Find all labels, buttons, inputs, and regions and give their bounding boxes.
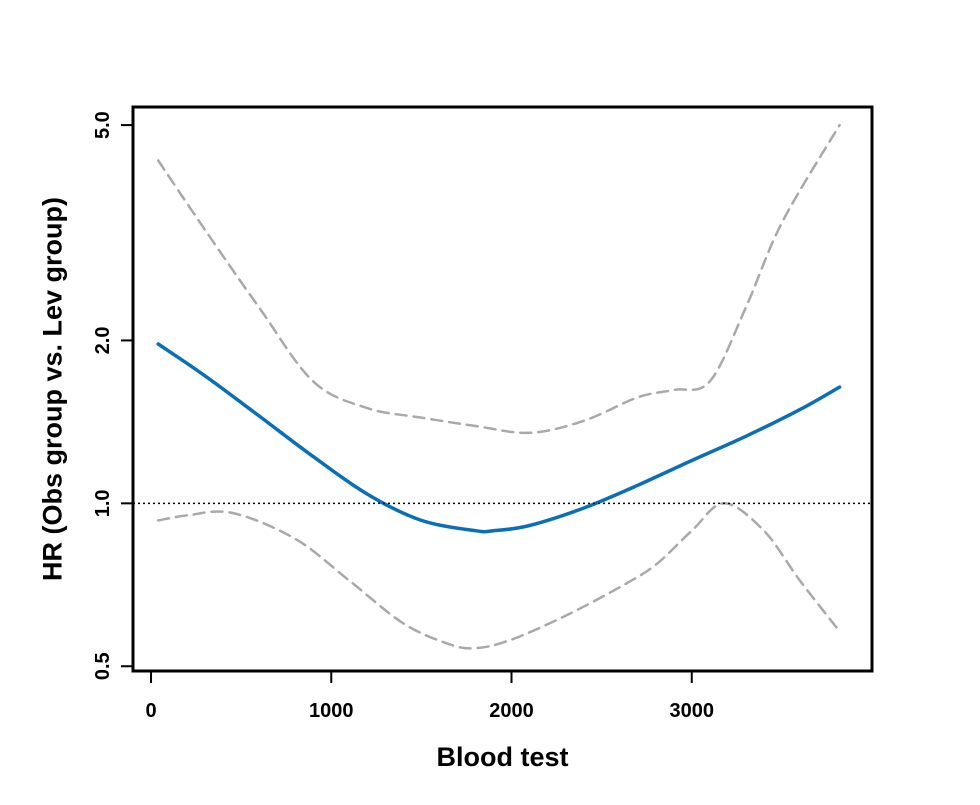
y-tick-label: 1.0 xyxy=(92,489,114,517)
x-tick-label: 1000 xyxy=(309,700,354,722)
y-tick-label: 5.0 xyxy=(92,111,114,139)
x-tick-label: 2000 xyxy=(489,700,534,722)
y-axis-title: HR (Obs group vs. Lev group) xyxy=(37,197,67,581)
x-tick-label: 3000 xyxy=(670,700,715,722)
plot-frame xyxy=(131,105,874,673)
y-tick-label: 0.5 xyxy=(92,652,114,680)
series-layer xyxy=(156,123,842,650)
series-line-estimate xyxy=(156,342,842,534)
series-line-upper-ci xyxy=(156,123,841,435)
series-line-lower-ci xyxy=(156,502,841,650)
x-axis-title: Blood test xyxy=(437,742,569,772)
y-tick-label: 2.0 xyxy=(92,327,114,355)
plot-area xyxy=(131,105,874,673)
x-axis: 0 1000 2000 3000 xyxy=(145,670,715,722)
x-tick-label: 0 xyxy=(145,700,156,722)
y-axis: 0.5 1.0 2.0 5.0 xyxy=(92,111,134,680)
